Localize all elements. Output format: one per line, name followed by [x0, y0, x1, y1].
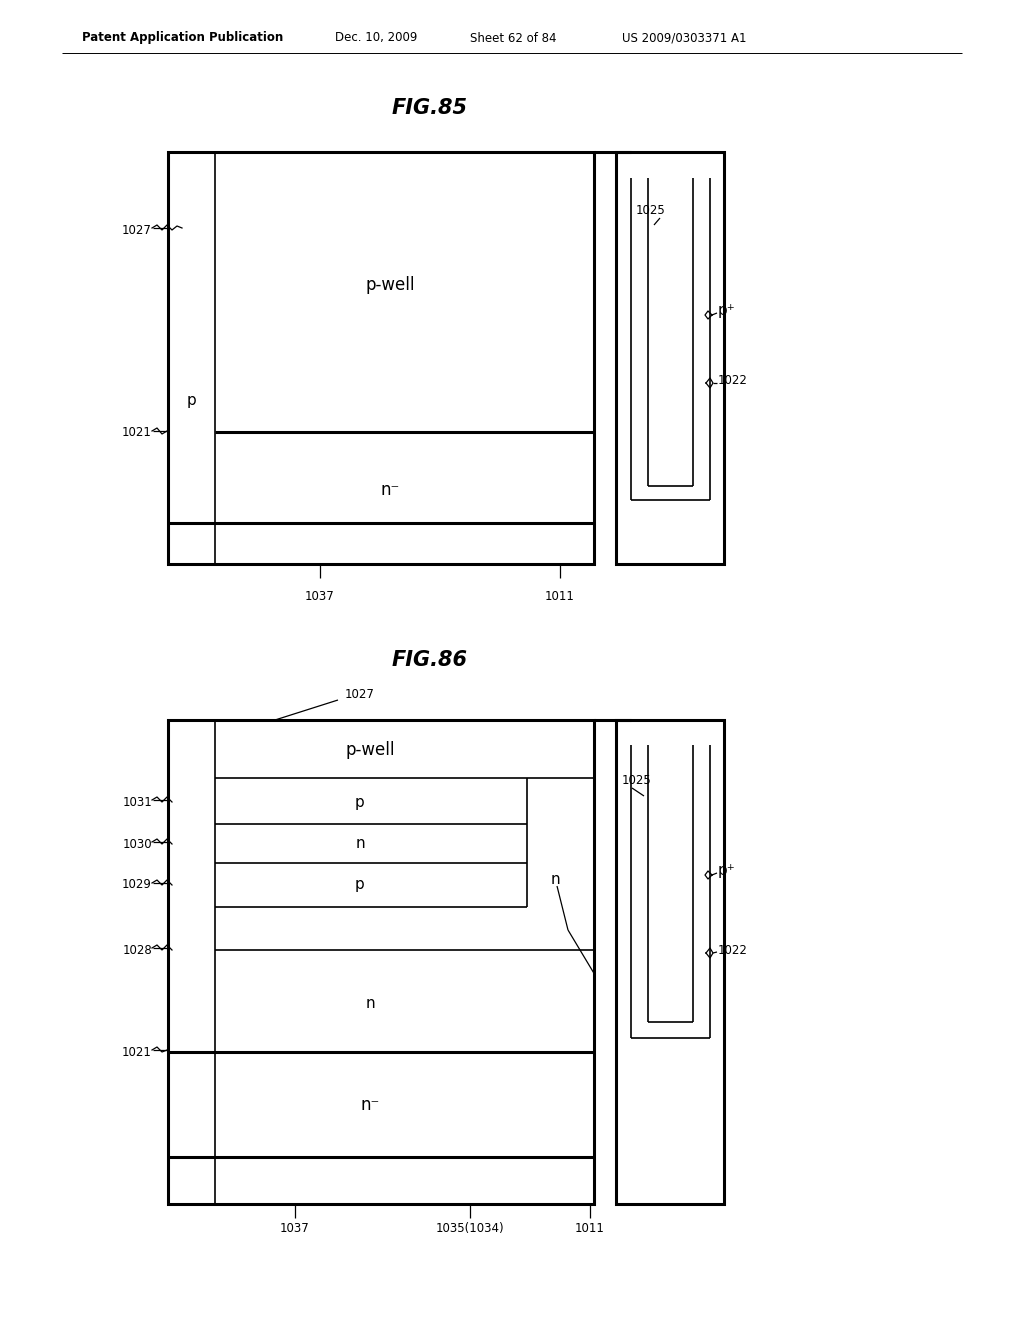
- Text: 1027: 1027: [122, 223, 152, 236]
- Text: p: p: [187, 392, 197, 408]
- Text: 1031: 1031: [122, 796, 152, 808]
- Bar: [168, 719, 594, 1204]
- Text: p⁺: p⁺: [718, 302, 736, 318]
- Text: p: p: [355, 795, 365, 809]
- Text: p-well: p-well: [366, 276, 415, 294]
- Text: 1011: 1011: [575, 1222, 605, 1236]
- Bar: [168, 152, 594, 564]
- Text: Dec. 10, 2009: Dec. 10, 2009: [335, 32, 418, 45]
- Text: 1028: 1028: [122, 944, 152, 957]
- Text: n⁻: n⁻: [360, 1096, 380, 1114]
- Text: 1022: 1022: [718, 374, 748, 387]
- Text: Sheet 62 of 84: Sheet 62 of 84: [470, 32, 556, 45]
- Text: FIG.85: FIG.85: [392, 98, 468, 117]
- Text: 1025: 1025: [636, 203, 666, 216]
- Text: 1025: 1025: [622, 774, 651, 787]
- Text: Patent Application Publication: Patent Application Publication: [82, 32, 284, 45]
- Bar: [616, 719, 724, 1204]
- Text: n⁻: n⁻: [380, 480, 399, 499]
- Text: 1021: 1021: [122, 425, 152, 438]
- Text: 1011: 1011: [545, 590, 574, 603]
- Bar: [616, 152, 724, 564]
- Text: 1030: 1030: [123, 837, 152, 850]
- Text: 1029: 1029: [122, 879, 152, 891]
- Text: 1037: 1037: [305, 590, 335, 603]
- Text: 1021: 1021: [122, 1045, 152, 1059]
- Text: n: n: [550, 873, 560, 887]
- Text: US 2009/0303371 A1: US 2009/0303371 A1: [622, 32, 746, 45]
- Text: n: n: [355, 837, 365, 851]
- Text: FIG.86: FIG.86: [392, 649, 468, 671]
- Text: n: n: [366, 995, 375, 1011]
- Text: p-well: p-well: [345, 741, 394, 759]
- Text: 1037: 1037: [281, 1222, 310, 1236]
- Text: 1035(1034): 1035(1034): [435, 1222, 504, 1236]
- Text: p⁺: p⁺: [718, 862, 736, 878]
- Text: p: p: [355, 878, 365, 892]
- Text: 1027: 1027: [345, 689, 375, 701]
- Text: 1022: 1022: [718, 944, 748, 957]
